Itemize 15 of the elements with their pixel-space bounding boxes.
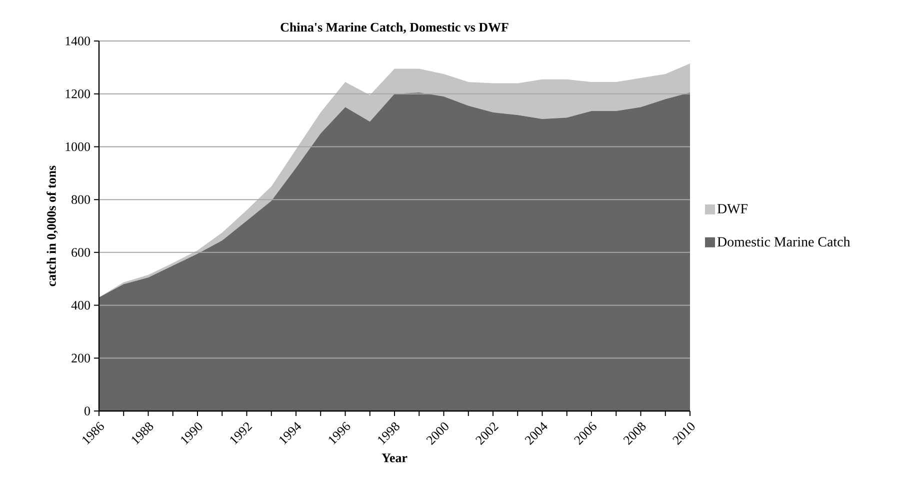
y-axis-title: catch in 0,000s of tons: [46, 166, 58, 286]
y-tick-label: 200: [72, 354, 90, 363]
chart-title: China's Marine Catch, Domestic vs DWF: [280, 22, 508, 34]
y-tick-label: 1400: [66, 36, 90, 46]
y-tick-label: 1200: [66, 89, 90, 98]
y-tick-label: 600: [72, 248, 90, 257]
y-tick-label: 400: [71, 300, 90, 310]
x-axis-title: Year: [382, 454, 408, 462]
legend-label: DWF: [717, 204, 748, 214]
x-tick-label: 1992: [230, 422, 252, 445]
y-tick-label: 0: [84, 406, 90, 416]
x-tick-label: 1990: [181, 422, 202, 445]
legend-label: Domestic Marine Catch: [717, 236, 850, 247]
y-tick-label: 1000: [66, 142, 90, 152]
y-tick-label: 800: [72, 195, 90, 204]
